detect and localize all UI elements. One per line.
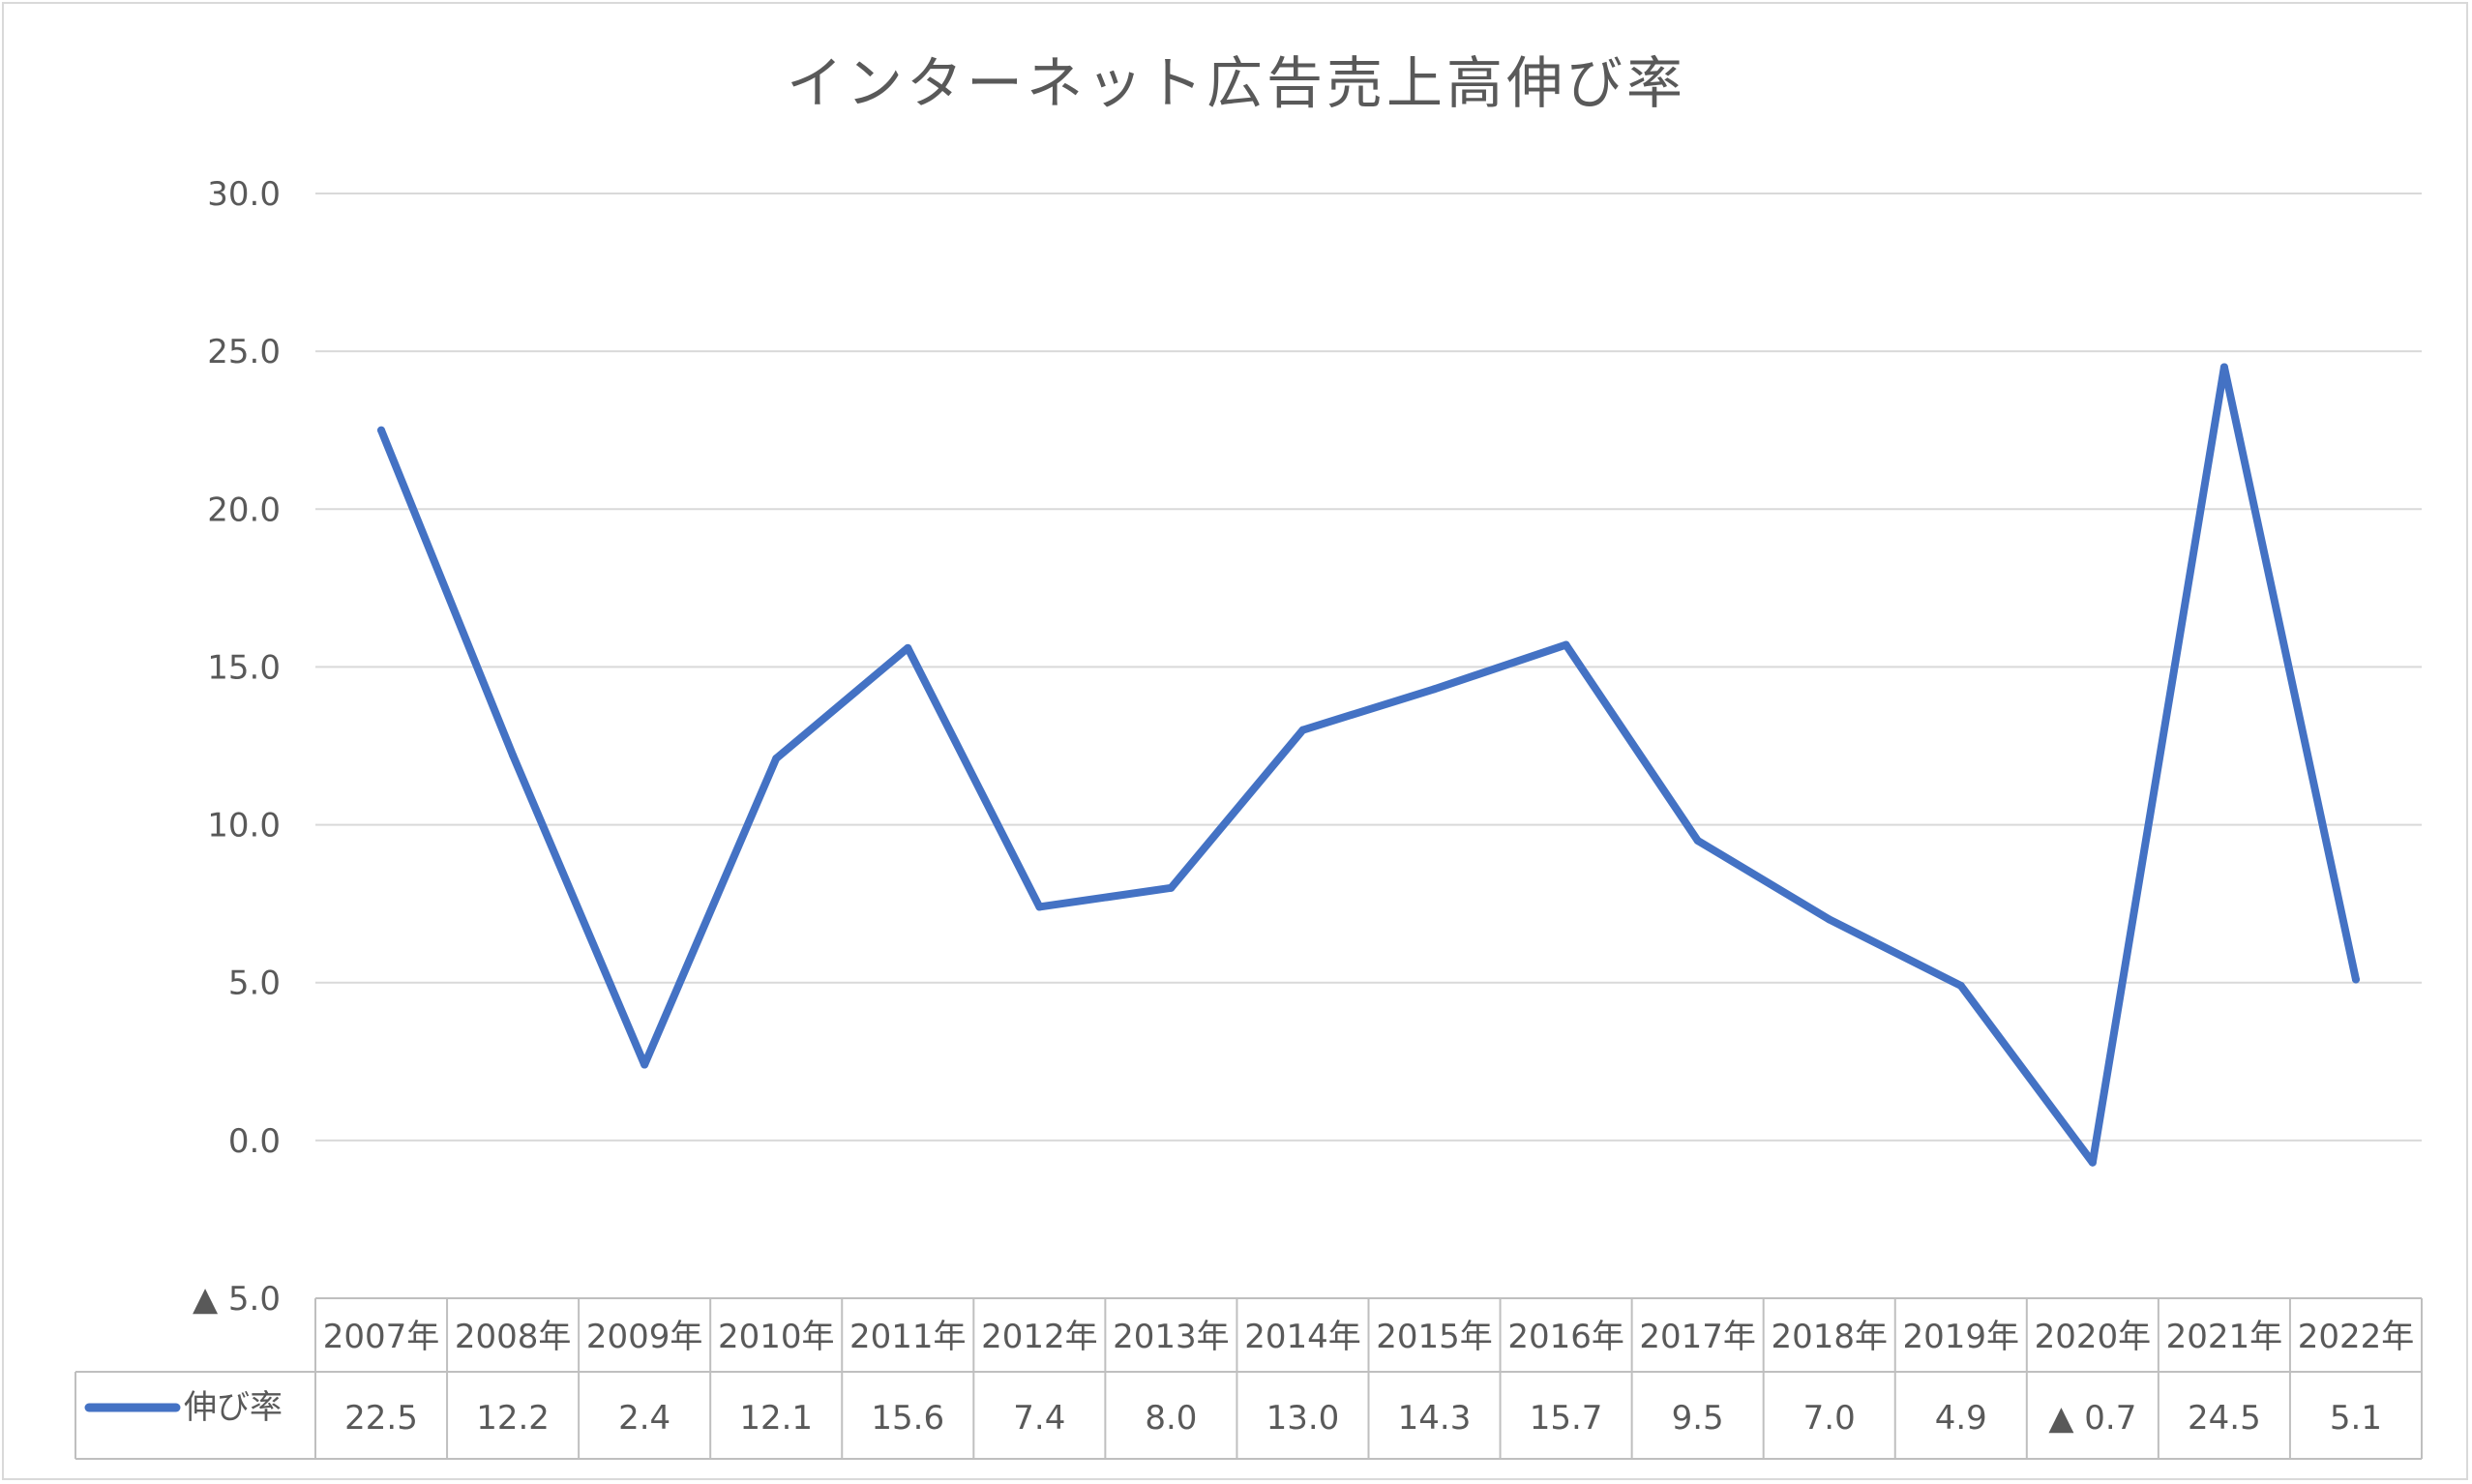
x-category-label: 2008年 bbox=[455, 1318, 572, 1356]
data-value-label: 15.6 bbox=[871, 1399, 944, 1438]
data-point bbox=[2088, 1158, 2097, 1167]
data-point bbox=[1956, 981, 1965, 990]
x-category-label: 2016年 bbox=[1507, 1318, 1624, 1356]
data-point bbox=[1693, 836, 1702, 845]
y-axis-tick-labels: 30.0 25.0 20.0 15.0 10.0 5.0 0.0 ▲ 5.0 bbox=[193, 175, 281, 1319]
x-category-label: 2013年 bbox=[1113, 1318, 1230, 1356]
x-category-label: 2020年 bbox=[2035, 1318, 2152, 1356]
y-tick-label: ▲ 5.0 bbox=[193, 1280, 281, 1319]
chart-title: インターネット広告売上高伸び率 bbox=[787, 50, 1686, 116]
y-tick-label: 10.0 bbox=[207, 807, 281, 846]
y-tick-label: 15.0 bbox=[207, 648, 281, 687]
data-point bbox=[640, 1060, 649, 1069]
x-category-label: 2018年 bbox=[1771, 1318, 1888, 1356]
data-point bbox=[1430, 685, 1439, 694]
x-category-label: 2012年 bbox=[981, 1318, 1098, 1356]
legend-series-name: 伸び率 bbox=[184, 1388, 283, 1427]
data-point bbox=[377, 426, 386, 434]
y-tick-label: 0.0 bbox=[228, 1122, 281, 1161]
data-value-label: ▲ 0.7 bbox=[2048, 1399, 2136, 1438]
x-category-label: 2007年 bbox=[323, 1318, 440, 1356]
x-category-label: 2021年 bbox=[2166, 1318, 2283, 1356]
x-category-label: 2015年 bbox=[1376, 1318, 1493, 1356]
y-tick-label: 30.0 bbox=[207, 175, 281, 214]
series-layer bbox=[377, 363, 2360, 1167]
data-point bbox=[1167, 883, 1176, 892]
data-value-label: 15.7 bbox=[1530, 1399, 1603, 1438]
y-tick-label: 5.0 bbox=[228, 965, 281, 1003]
data-point bbox=[904, 643, 912, 652]
y-tick-label: 20.0 bbox=[207, 490, 281, 529]
x-category-label: 2010年 bbox=[718, 1318, 835, 1356]
data-point bbox=[1825, 915, 1833, 924]
data-point bbox=[509, 751, 518, 759]
data-value-label: 14.3 bbox=[1398, 1399, 1472, 1438]
data-value-label: 5.1 bbox=[2330, 1399, 2382, 1438]
x-category-label: 2017年 bbox=[1639, 1318, 1756, 1356]
data-value-label: 24.5 bbox=[2188, 1399, 2261, 1438]
data-point bbox=[1035, 903, 1044, 911]
data-point bbox=[1298, 726, 1307, 734]
x-category-label: 2022年 bbox=[2298, 1318, 2415, 1356]
data-value-label: 12.1 bbox=[739, 1399, 813, 1438]
data-value-label: 7.0 bbox=[1803, 1399, 1856, 1438]
series-line bbox=[377, 363, 2360, 1167]
data-value-label: 8.0 bbox=[1145, 1399, 1197, 1438]
data-value-label: 2.4 bbox=[618, 1399, 670, 1438]
data-point bbox=[1562, 640, 1570, 649]
x-category-label: 2009年 bbox=[586, 1318, 703, 1356]
x-category-label: 2011年 bbox=[849, 1318, 967, 1356]
y-tick-label: 25.0 bbox=[207, 333, 281, 371]
data-value-label: 4.9 bbox=[1935, 1399, 1987, 1438]
data-value-label: 22.5 bbox=[344, 1399, 418, 1438]
data-table: 2007年 2008年 2009年 2010年 2011年 2012年 2013年 2014年… bbox=[74, 1297, 2423, 1460]
data-value-label: 13.0 bbox=[1266, 1399, 1340, 1438]
data-value-label: 7.4 bbox=[1013, 1399, 1065, 1438]
data-value-label: 9.5 bbox=[1672, 1399, 1724, 1438]
x-category-label: 2014年 bbox=[1244, 1318, 1361, 1356]
gridlines bbox=[315, 193, 2422, 1142]
x-category-label: 2019年 bbox=[1903, 1318, 2020, 1356]
data-point bbox=[772, 755, 781, 763]
data-point bbox=[2351, 975, 2360, 984]
data-value-label: 12.2 bbox=[476, 1399, 550, 1438]
data-point bbox=[2219, 363, 2228, 371]
